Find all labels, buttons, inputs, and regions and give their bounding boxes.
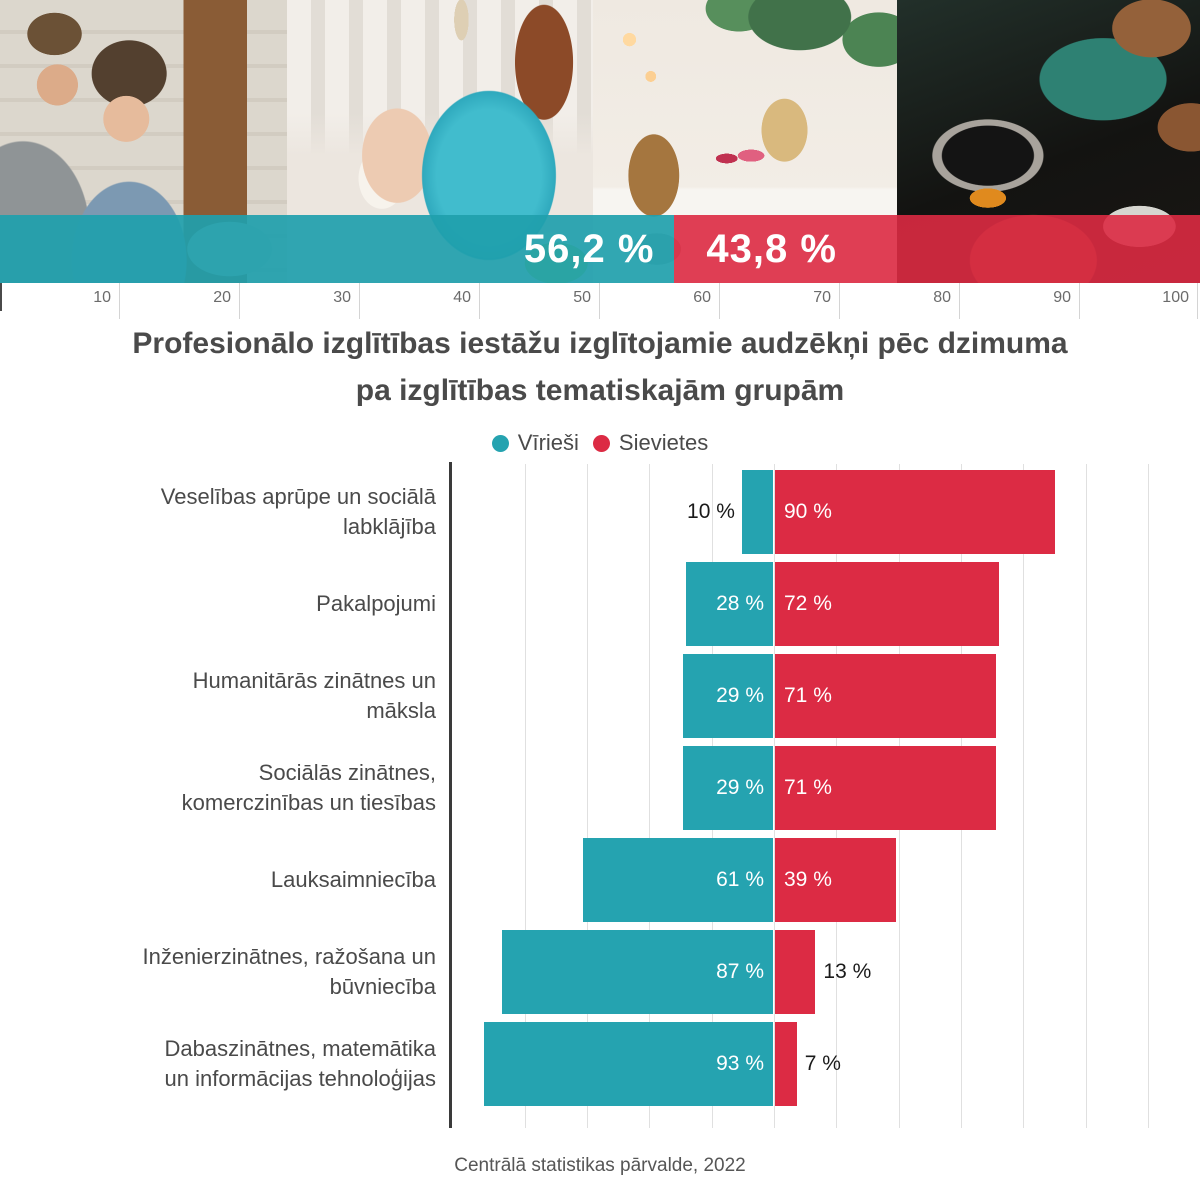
ruler-tick <box>479 283 480 319</box>
ruler-tick <box>599 283 600 319</box>
ruler-tick-label: 60 <box>693 289 711 306</box>
chart-title-line1: Profesionālo izglītības iestāžu izglītoj… <box>132 327 1068 360</box>
ruler-tick-label: 40 <box>453 289 471 306</box>
female-value-label: 90 % <box>784 500 832 523</box>
female-bar <box>775 562 999 646</box>
legend-label: Sievietes <box>618 430 709 455</box>
female-share-segment: 43,8 % <box>674 215 1200 283</box>
chart-row: Lauksaimniecība 61 % 39 % <box>0 834 1200 926</box>
chart-title-line2: pa izglītības tematiskajām grupām <box>355 374 845 407</box>
gridline <box>1148 464 1149 1128</box>
male-share-value: 56,2 % <box>523 226 655 271</box>
ruler-tick-label: 50 <box>573 289 591 306</box>
female-value-label: 72 % <box>784 592 832 615</box>
ruler-tick <box>839 283 840 319</box>
chart-legend: Vīrieši Sievietes <box>0 430 1200 456</box>
gender-split-band: 56,2 % 43,8 % <box>0 215 1200 283</box>
male-bar <box>741 470 773 554</box>
ruler-tick-label: 10 <box>93 289 111 306</box>
male-bar <box>483 1022 773 1106</box>
ruler-origin-tick <box>0 283 2 311</box>
category-label: Sociālās zinātnes, komerczinības un ties… <box>181 760 436 815</box>
gridline <box>1023 464 1024 1128</box>
category-label: Veselības aprūpe un sociālā labklājība <box>160 484 436 539</box>
ruler-tick <box>239 283 240 319</box>
source-note: Centrālā statistikas pārvalde, 2022 <box>454 1155 746 1176</box>
ruler-tick <box>119 283 120 319</box>
category-label: Humanitārās zinātnes un māksla <box>192 668 436 723</box>
gridline <box>1086 464 1087 1128</box>
ruler-tick <box>719 283 720 319</box>
ruler-tick-label: 100 <box>1162 289 1189 306</box>
chart-row: Dabaszinātnes, matemātika un informācija… <box>0 1018 1200 1110</box>
chart-row: Pakalpojumi 28 % 72 % <box>0 558 1200 650</box>
female-bar <box>775 746 996 830</box>
category-label: Inženierzinātnes, ražošana un būvniecība <box>142 944 436 999</box>
ruler-tick-label: 80 <box>933 289 951 306</box>
male-value-label: 10 % <box>687 500 735 523</box>
category-label: Pakalpojumi <box>316 591 436 616</box>
chart-row: Sociālās zinātnes, komerczinības un ties… <box>0 742 1200 834</box>
female-value-label: 7 % <box>804 1052 841 1075</box>
ruler-tick-label: 30 <box>333 289 351 306</box>
legend-item: Sievietes <box>592 430 709 456</box>
male-bar <box>682 654 773 738</box>
male-bar <box>682 746 773 830</box>
category-label: Dabaszinātnes, matemātika un informācija… <box>164 1036 437 1091</box>
percentage-ruler: 10 20 30 40 50 60 70 80 90 100 <box>0 283 1200 319</box>
photo-strip: 56,2 % 43,8 % <box>0 0 1200 283</box>
gridline <box>525 464 526 1128</box>
male-bar <box>583 838 773 922</box>
ruler-tick <box>359 283 360 319</box>
female-share-value: 43,8 % <box>706 226 837 271</box>
legend-color-dot <box>491 434 509 452</box>
chart-title: Profesionālo izglītības iestāžu izglītoj… <box>0 320 1200 414</box>
ruler-tick-label: 20 <box>213 289 231 306</box>
male-value-label: 28 % <box>716 592 764 615</box>
legend-item: Vīrieši <box>491 430 579 456</box>
gridline <box>587 464 588 1128</box>
female-bar <box>775 654 996 738</box>
gridline <box>649 464 650 1128</box>
ruler-tick <box>1079 283 1080 319</box>
male-value-label: 93 % <box>716 1052 764 1075</box>
chart-row: Inženierzinātnes, ražošana un būvniecība… <box>0 926 1200 1018</box>
ruler-tick-label: 70 <box>813 289 831 306</box>
female-bar <box>775 1022 797 1106</box>
male-share-segment: 56,2 % <box>0 215 675 283</box>
chart-row: Humanitārās zinātnes un māksla 29 % 71 % <box>0 650 1200 742</box>
legend-label: Vīrieši <box>517 430 579 455</box>
female-value-label: 13 % <box>823 960 872 983</box>
female-value-label: 71 % <box>784 684 832 707</box>
legend-color-dot <box>592 434 610 452</box>
female-value-label: 71 % <box>784 776 832 799</box>
category-label: Lauksaimniecība <box>270 867 436 892</box>
male-value-label: 29 % <box>716 684 764 707</box>
female-bar <box>775 470 1055 554</box>
male-bar <box>685 562 773 646</box>
ruler-tick-label: 90 <box>1053 289 1071 306</box>
male-value-label: 87 % <box>716 960 764 983</box>
ruler-tick <box>1197 283 1198 319</box>
gridline <box>774 464 775 1128</box>
male-value-label: 61 % <box>716 868 764 891</box>
chart-row: Veselības aprūpe un sociālā labklājība 10… <box>0 466 1200 558</box>
category-axis-line <box>449 462 452 1128</box>
female-bar <box>775 838 897 922</box>
male-bar <box>502 930 773 1014</box>
ruler-tick <box>959 283 960 319</box>
male-value-label: 29 % <box>716 776 764 799</box>
female-value-label: 39 % <box>784 868 832 891</box>
female-bar <box>775 930 816 1014</box>
